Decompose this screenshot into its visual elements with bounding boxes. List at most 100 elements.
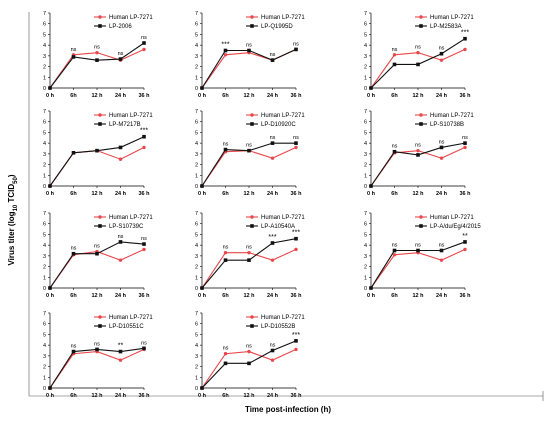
series-point-2 [223, 258, 228, 262]
legend-label-2: LP-S10738B [430, 122, 464, 128]
significance-label: ns [223, 142, 229, 148]
series-point-1 [223, 352, 228, 356]
series-point-1 [439, 258, 444, 262]
significance-label: *** [292, 230, 300, 237]
series-line-1 [370, 48, 466, 89]
legend-label-2: LP-D10552B [261, 324, 295, 330]
y-tick-label: 6 [43, 120, 46, 126]
panel-2: 0 1 2 3 4 5 6 7 0 h 6h 12 h 24 h 36 h *** ns ns ns Human … [195, 11, 305, 99]
y-tick-label: 6 [195, 22, 198, 28]
y-tick-label: 1 [195, 375, 198, 381]
panel-6: 0 1 2 3 4 5 6 7 0 h 6h 12 h 24 h 36 h ns ns ns ns Human L… [364, 109, 474, 197]
series-point-1 [142, 47, 146, 52]
series-point-2 [416, 248, 420, 253]
significance-label: ns [270, 343, 276, 349]
x-tick-label: 0 h [198, 93, 207, 99]
y-tick-label: 3 [195, 254, 198, 260]
series-point-1 [142, 145, 146, 150]
y-tick-label: 7 [364, 211, 367, 217]
series-point-2 [118, 145, 123, 150]
series-point-2 [294, 339, 298, 343]
series-point-2 [200, 386, 204, 390]
y-tick-label: 3 [43, 354, 46, 360]
series-point-2 [95, 347, 99, 352]
series-point-2 [142, 346, 146, 351]
legend-label-2: LP-D10920C [261, 122, 296, 128]
series-point-2 [439, 248, 444, 253]
x-tick-label: 0 h [367, 293, 376, 299]
y-tick-label: 1 [43, 275, 46, 281]
x-tick-label: 0 h [46, 93, 55, 99]
significance-label: ns [270, 135, 276, 141]
y-tick-label: 7 [364, 11, 367, 17]
y-tick-label: 2 [364, 265, 367, 271]
x-tick-label: 6h [70, 93, 77, 99]
series-point-1 [463, 145, 467, 150]
y-tick-label: 0 [364, 286, 367, 292]
series-point-2 [463, 36, 467, 41]
series-point-1 [294, 347, 298, 352]
y-tick-label: 0 [364, 86, 367, 92]
series-point-2 [247, 258, 251, 262]
y-tick-label: 0 [195, 386, 198, 392]
significance-label: ns [439, 46, 445, 52]
y-tick-label: 0 [195, 184, 198, 190]
series-point-2 [439, 145, 444, 150]
significance-label: ns [293, 135, 299, 141]
series-point-2 [247, 148, 251, 153]
series-point-2 [118, 240, 123, 244]
y-tick-label: 5 [195, 32, 198, 38]
series-point-2 [270, 58, 275, 62]
y-tick-label: 0 [43, 86, 46, 92]
x-tick-label: 24 h [436, 293, 448, 299]
series-point-2 [142, 41, 146, 45]
x-tick-label: 0 h [198, 293, 207, 299]
x-tick-label: 6h [222, 93, 229, 99]
x-tick-label: 24 h [436, 93, 448, 99]
legend-label-1: Human LP-7271 [430, 215, 474, 221]
series-point-1 [118, 157, 123, 161]
y-tick-label: 0 [364, 184, 367, 190]
legend-marker-2 [98, 24, 102, 28]
y-tick-label: 7 [43, 109, 46, 115]
series-point-2 [247, 361, 251, 366]
y-tick-label: 6 [364, 22, 367, 28]
series-point-2 [48, 386, 52, 390]
y-tick-label: 2 [195, 265, 198, 271]
series-point-1 [247, 250, 251, 255]
y-tick-label: 1 [195, 173, 198, 179]
series-point-1 [294, 145, 298, 150]
legend-marker-2 [98, 324, 102, 328]
significance-label: *** [221, 42, 229, 49]
series-point-2 [95, 251, 99, 256]
y-tick-label: 3 [195, 54, 198, 60]
y-tick-label: 4 [43, 343, 46, 349]
y-tick-label: 5 [43, 130, 46, 136]
x-tick-label: 24 h [115, 191, 127, 197]
series-point-2 [463, 240, 467, 244]
series-point-1 [416, 148, 420, 153]
series-point-2 [416, 62, 420, 67]
series-point-2 [392, 149, 397, 154]
y-tick-label: 0 [195, 286, 198, 292]
significance-label: ns [141, 236, 147, 242]
series-line-1 [49, 348, 145, 389]
legend-marker-1 [250, 113, 254, 117]
x-tick-label: 24 h [436, 191, 448, 197]
panel-8: 0 1 2 3 4 5 6 7 0 h 6h 12 h 24 h 36 h ns ns *** *** Human… [195, 211, 305, 299]
y-tick-label: 0 [195, 86, 198, 92]
x-tick-label: 12 h [243, 293, 255, 299]
significance-label: ns [246, 344, 252, 350]
legend-label-1: Human LP-7271 [261, 315, 305, 321]
y-tick-label: 5 [43, 32, 46, 38]
series-point-1 [223, 250, 228, 255]
series-point-2 [392, 62, 397, 67]
significance-label: ns [270, 52, 276, 58]
y-tick-label: 5 [43, 332, 46, 338]
panel-7: 0 1 2 3 4 5 6 7 0 h 6h 12 h 24 h 36 h ns ns ns ns Human L… [43, 211, 153, 299]
x-tick-label: 0 h [367, 191, 376, 197]
series-point-2 [463, 141, 467, 145]
x-tick-label: 6h [391, 93, 398, 99]
x-tick-label: 0 h [367, 93, 376, 99]
